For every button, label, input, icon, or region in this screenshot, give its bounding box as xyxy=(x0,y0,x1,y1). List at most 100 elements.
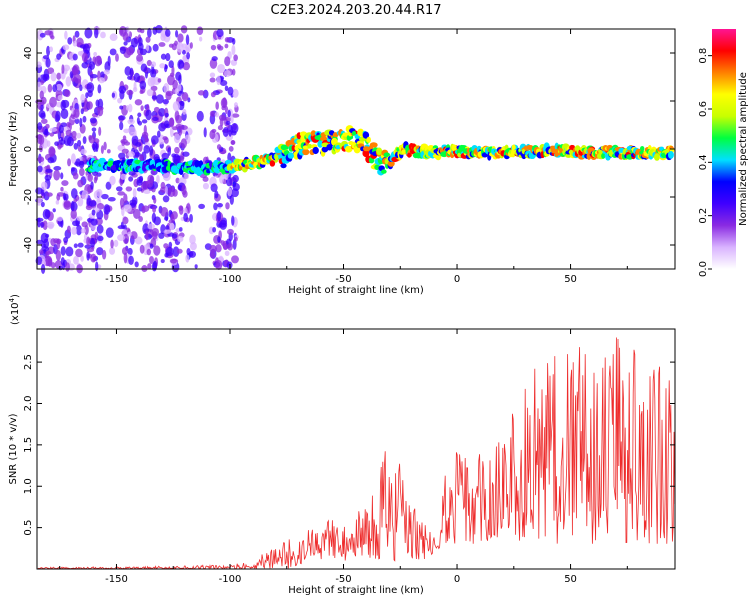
heatmap-cell xyxy=(231,44,236,56)
heatmap-cell xyxy=(81,52,88,63)
snr-panel: -150 -100 -50 0 50 0.5 1.0 1.5 2.0 2.5 Height of … xyxy=(8,294,676,596)
heatmap-cell xyxy=(66,136,74,147)
heatmap-cell xyxy=(217,125,223,131)
heatmap-cell xyxy=(119,121,124,131)
heatmap-cell xyxy=(230,130,237,136)
heatmap-cell xyxy=(231,215,235,226)
heatmap-cell xyxy=(49,132,55,137)
heatmap-cell xyxy=(122,216,129,225)
heatmap-cell xyxy=(164,64,168,70)
heatmap-cell xyxy=(127,103,133,113)
heatmap-cell xyxy=(67,158,71,167)
snr-series-line xyxy=(37,337,676,570)
heatmap-cell xyxy=(174,88,180,95)
heatmap-cell xyxy=(122,135,127,141)
heatmap-cell xyxy=(173,133,181,144)
heatmap-cell xyxy=(94,27,99,39)
colorbar-tick-label: 0.6 xyxy=(698,101,709,117)
heatmap-cell xyxy=(169,222,175,231)
heatmap-cell xyxy=(196,110,204,122)
heatmap-cell xyxy=(41,118,48,124)
heatmap-cell xyxy=(84,225,89,235)
heatmap-cell xyxy=(209,110,215,117)
heatmap-cell xyxy=(171,43,177,51)
heatmap-cell xyxy=(128,126,136,134)
heatmap-cell xyxy=(79,117,83,128)
heatmap-cell xyxy=(163,83,170,94)
heatmap-cell xyxy=(53,166,62,171)
heatmap-cell xyxy=(139,154,144,161)
x-tick-label: 50 xyxy=(564,274,577,285)
heatmap-cell xyxy=(363,146,370,152)
heatmap-cell xyxy=(120,173,127,180)
spectrogram-axes: -150 -100 -50 0 50 -40 -20 0 20 40 xyxy=(23,29,675,285)
heatmap-cell xyxy=(230,115,234,124)
heatmap-cell xyxy=(37,165,43,173)
heatmap-cell xyxy=(47,83,53,93)
heatmap-cell xyxy=(222,243,228,251)
heatmap-cell xyxy=(287,152,295,159)
x-tick-label: -100 xyxy=(219,574,242,585)
heatmap-cell xyxy=(97,106,104,117)
heatmap-cell xyxy=(93,51,98,57)
heatmap-cell xyxy=(75,248,83,258)
heatmap-cell xyxy=(89,73,98,79)
heatmap-cell xyxy=(165,90,174,97)
heatmap-cell xyxy=(37,133,43,145)
heatmap-cell xyxy=(118,85,127,94)
heatmap-cell xyxy=(72,53,78,61)
heatmap-cell xyxy=(162,136,168,141)
heatmap-cell xyxy=(653,153,660,161)
heatmap-cell xyxy=(40,112,46,120)
heatmap-cell xyxy=(167,74,175,86)
heatmap-cell xyxy=(71,167,75,172)
heatmap-cell xyxy=(125,186,133,192)
heatmap-cell xyxy=(139,80,147,90)
heatmap-cell xyxy=(109,33,118,41)
heatmap-cell xyxy=(72,40,78,47)
heatmap-cell xyxy=(209,251,216,259)
heatmap-cell xyxy=(49,46,53,53)
heatmap-cell xyxy=(227,187,233,197)
heatmap-cell xyxy=(143,145,150,154)
heatmap-cell xyxy=(149,243,154,249)
heatmap-cell xyxy=(158,108,166,117)
heatmap-cell xyxy=(56,72,62,80)
heatmap-cell xyxy=(165,53,171,62)
heatmap-cell xyxy=(87,173,93,182)
heatmap-cell xyxy=(40,201,45,208)
heatmap-cell xyxy=(209,244,217,253)
heatmap-cell xyxy=(46,221,55,229)
heatmap-cell xyxy=(94,55,103,67)
heatmap-cell xyxy=(121,247,128,255)
heatmap-cell xyxy=(125,105,130,111)
heatmap-cell xyxy=(45,255,53,267)
heatmap-cell xyxy=(115,53,119,62)
heatmap-cell xyxy=(130,37,139,48)
heatmap-cell xyxy=(80,108,84,115)
heatmap-cell xyxy=(76,216,83,222)
heatmap-cell xyxy=(227,86,234,96)
spectrogram-xlabel: Height of straight line (km) xyxy=(288,285,424,296)
heatmap-cell xyxy=(84,27,93,39)
heatmap-cell xyxy=(167,186,176,198)
heatmap-cell xyxy=(185,34,190,45)
heatmap-cell xyxy=(179,125,188,130)
svg-text:(x104): (x104) xyxy=(8,294,21,325)
heatmap-cell xyxy=(38,249,44,255)
spectrogram-panel: -150 -100 -50 0 50 -40 -20 0 20 40 Height of stra… xyxy=(8,25,676,296)
heatmap-cell xyxy=(61,180,69,186)
heatmap-cell xyxy=(97,98,104,110)
heatmap-cell xyxy=(217,45,224,51)
heatmap-cell xyxy=(111,92,115,98)
heatmap-cell xyxy=(53,169,61,181)
heatmap-cell xyxy=(351,131,357,136)
heatmap-cell xyxy=(233,54,238,62)
heatmap-cell xyxy=(141,119,148,124)
heatmap-cell xyxy=(213,202,218,211)
heatmap-cell xyxy=(103,141,107,151)
heatmap-cell xyxy=(224,43,229,49)
heatmap-cell xyxy=(217,236,221,243)
colorbar-tick-label: 0.0 xyxy=(698,261,709,277)
heatmap-cell xyxy=(60,246,66,256)
